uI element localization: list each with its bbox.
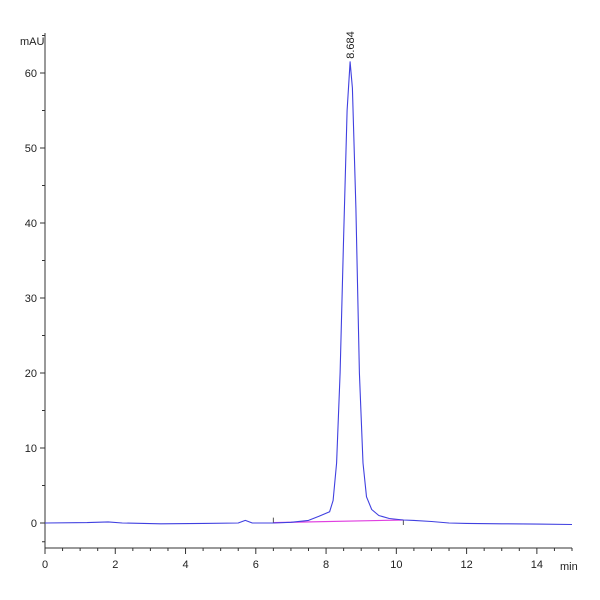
x-tick-label: 8 (323, 559, 329, 571)
y-tick-label: 40 (25, 218, 37, 230)
y-tick-label: 10 (25, 443, 37, 455)
axes: 0 10 20 30 40 50 60 0 2 4 6 8 10 12 14 (25, 33, 573, 571)
y-tick-label: 30 (25, 293, 37, 305)
chromatogram-trace (44, 61, 573, 526)
y-tick-label: 50 (25, 143, 37, 155)
marks: 8.684 (44, 31, 573, 526)
peak-label: 8.684 (345, 31, 357, 59)
x-tick-label: 0 (42, 559, 48, 571)
y-tick-label: 20 (25, 368, 37, 380)
x-tick-label: 4 (182, 559, 188, 571)
x-tick-label: 10 (390, 559, 402, 571)
x-tick-label: 6 (253, 559, 259, 571)
x-tick-label: 12 (460, 559, 472, 571)
y-tick-label: 60 (25, 68, 37, 80)
x-tick-label: 14 (531, 559, 543, 571)
x-tick-label: 2 (112, 559, 118, 571)
y-tick-label: 0 (31, 518, 37, 530)
y-axis-label: mAU (20, 36, 45, 48)
x-axis-label: min (560, 561, 578, 573)
